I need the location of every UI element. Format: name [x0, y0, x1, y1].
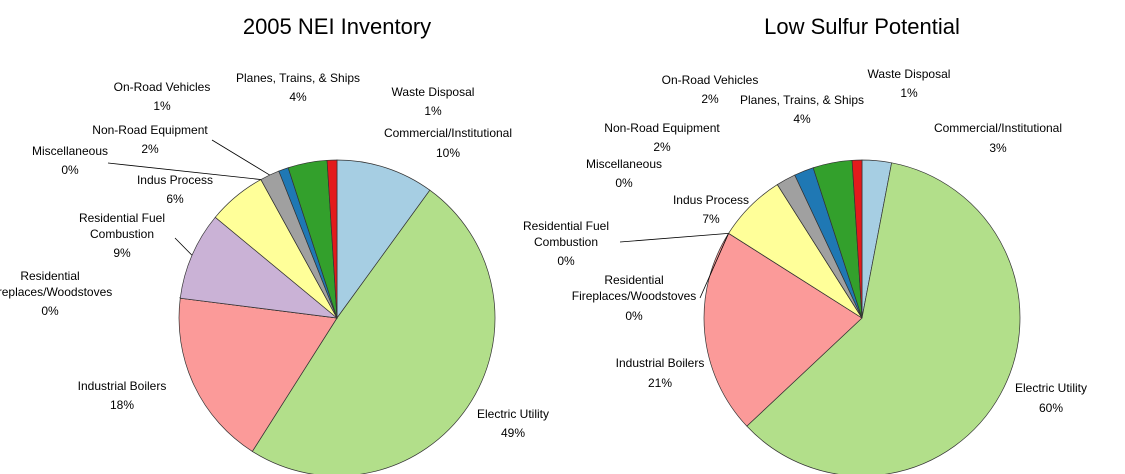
slice-name: Commercial/Institutional [933, 121, 1063, 135]
pie-slice [746, 162, 1021, 474]
slice-name: Industrial Boilers [77, 379, 167, 393]
slice-value: 7% [702, 212, 720, 226]
slice-name: Residential Fireplaces/Woodstoves [0, 269, 113, 299]
slice-value: 10% [435, 146, 461, 160]
slice-value: 6% [166, 192, 184, 206]
slice-value: 60% [1038, 401, 1064, 415]
slice-name: Residential Fireplaces/Woodstoves [571, 273, 697, 303]
slice-value: 0% [615, 176, 633, 190]
slice-value: 1% [900, 86, 918, 100]
pie-slice [703, 232, 863, 427]
pie-slice [336, 159, 431, 320]
slice-name: Residential Fuel Combustion [78, 211, 166, 241]
pie-slice [851, 159, 863, 319]
leader-line [619, 232, 729, 243]
leader-line [211, 139, 270, 176]
slice-value: 3% [989, 141, 1007, 155]
slice-name: Indus Process [672, 193, 750, 207]
slice-name: Planes, Trains, & Ships [739, 93, 865, 107]
slice-name: On-Road Vehicles [113, 80, 211, 94]
slice-value: 0% [625, 309, 643, 323]
slice-name: Electric Utility [1014, 381, 1087, 395]
slice-value: 0% [557, 254, 575, 268]
slice-name: Industrial Boilers [615, 356, 705, 370]
leader-line [699, 233, 729, 299]
leader-line [107, 162, 261, 180]
pie-slice [251, 189, 496, 474]
slice-value: 2% [653, 140, 671, 154]
slice-value: 1% [153, 99, 171, 113]
slice-value: 1% [424, 104, 442, 118]
slice-value: 4% [289, 90, 307, 104]
chart-title: 2005 NEI Inventory [242, 14, 432, 39]
slice-value: 2% [141, 142, 159, 156]
leader-line [174, 237, 193, 256]
slice-value: 9% [113, 246, 131, 260]
slice-value: 4% [793, 112, 811, 126]
pie-slice [179, 216, 339, 319]
slice-value: 2% [701, 92, 719, 106]
slice-name: Indus Process [136, 173, 214, 187]
slice-name: Planes, Trains, & Ships [235, 71, 361, 85]
slice-value: 18% [109, 398, 135, 412]
slice-value: 0% [41, 304, 59, 318]
slice-name: Non-Road Equipment [604, 121, 720, 135]
slice-name: Waste Disposal [867, 67, 951, 81]
slice-value: 49% [500, 426, 526, 440]
slice-name: Miscellaneous [31, 144, 109, 158]
slice-value: 21% [647, 376, 673, 390]
pie-slice [326, 159, 338, 319]
slice-value: 0% [61, 163, 79, 177]
chart-title: Low Sulfur Potential [764, 14, 960, 39]
slice-name: Commercial/Institutional [383, 126, 513, 140]
slice-name: On-Road Vehicles [661, 73, 759, 87]
pie-slice [178, 297, 338, 452]
slice-name: Residential Fuel Combustion [522, 219, 610, 249]
slice-name: Electric Utility [476, 407, 549, 421]
slice-name: Non-Road Equipment [92, 123, 208, 137]
slice-name: Miscellaneous [585, 157, 663, 171]
slice-name: Waste Disposal [391, 85, 475, 99]
